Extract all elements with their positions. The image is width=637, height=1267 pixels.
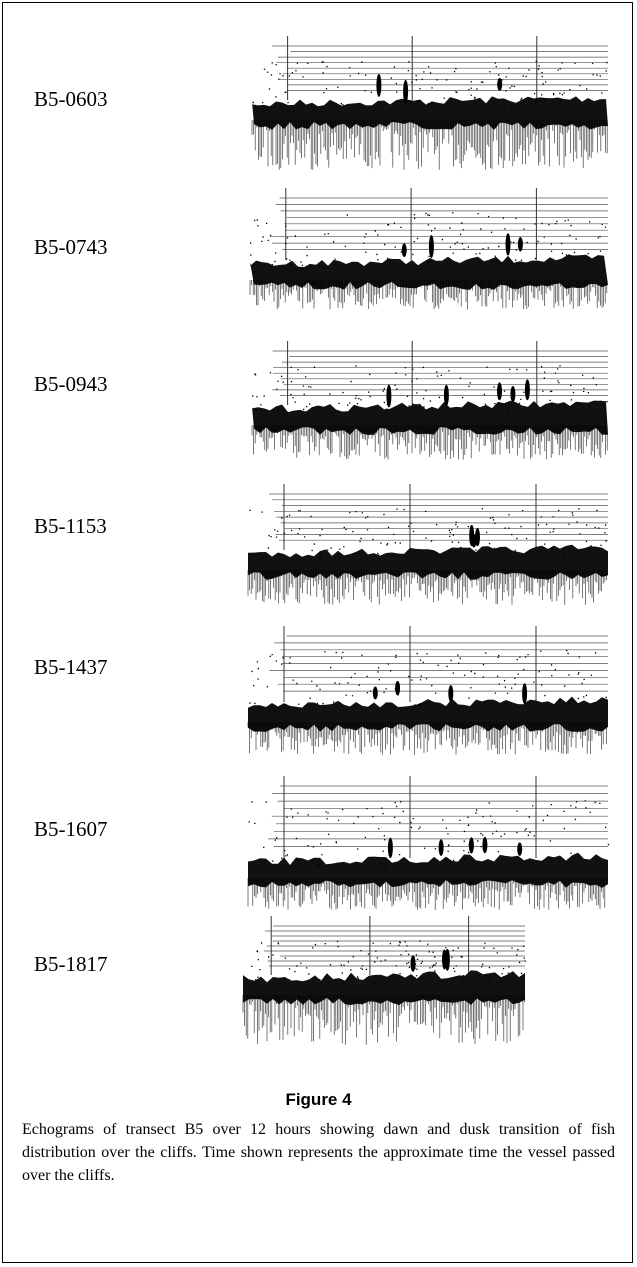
echo-streaks bbox=[247, 878, 607, 910]
echo-streaks bbox=[251, 425, 608, 460]
panel-label: B5-1437 bbox=[34, 655, 108, 679]
fish-school bbox=[468, 837, 474, 854]
fish-school bbox=[428, 234, 434, 259]
panel-label: B5-1817 bbox=[34, 952, 108, 976]
panel-label: B5-0743 bbox=[34, 235, 108, 259]
echo-streaks bbox=[247, 570, 607, 605]
figure-title: Figure 4 bbox=[285, 1090, 352, 1109]
panel-label: B5-1153 bbox=[34, 514, 107, 538]
range-lines bbox=[269, 635, 608, 692]
time-markers bbox=[287, 36, 538, 100]
time-markers bbox=[270, 916, 470, 975]
fish-school bbox=[401, 243, 407, 257]
range-lines bbox=[268, 785, 608, 847]
fish-school bbox=[448, 685, 454, 702]
seabed-band bbox=[248, 544, 608, 580]
time-markers bbox=[283, 484, 537, 550]
fish-school bbox=[522, 683, 528, 704]
echo-streaks bbox=[247, 722, 607, 755]
echo-streaks bbox=[249, 280, 608, 310]
panel-label: B5-0603 bbox=[34, 87, 108, 111]
fish-school bbox=[482, 836, 488, 854]
fish-school bbox=[443, 384, 449, 406]
fish-school bbox=[372, 686, 378, 700]
fish-school bbox=[505, 233, 511, 256]
time-markers bbox=[283, 626, 537, 702]
range-lines bbox=[263, 925, 525, 967]
panel-label: B5-0943 bbox=[34, 372, 108, 396]
fish-school bbox=[497, 382, 502, 401]
seabed-band bbox=[248, 696, 608, 732]
fish-school bbox=[410, 955, 416, 972]
fish-school bbox=[386, 384, 392, 408]
fish-school bbox=[444, 948, 450, 971]
fish-school bbox=[403, 79, 409, 104]
range-lines bbox=[272, 45, 608, 91]
fish-school bbox=[517, 842, 523, 856]
time-markers bbox=[287, 341, 538, 405]
fish-school bbox=[517, 237, 523, 252]
fish-school bbox=[438, 839, 444, 856]
fish-school bbox=[469, 524, 475, 547]
fish-school bbox=[524, 379, 530, 401]
fish-school bbox=[395, 681, 401, 696]
fish-school bbox=[497, 77, 503, 91]
fish-school bbox=[475, 527, 480, 547]
echo-streaks bbox=[251, 120, 608, 170]
time-markers bbox=[285, 188, 537, 260]
range-lines bbox=[272, 350, 608, 396]
seabed-band bbox=[248, 852, 608, 888]
time-markers bbox=[283, 776, 537, 858]
figure-caption: Echograms of transect B5 over 12 hours s… bbox=[22, 1121, 615, 1184]
panel-label: B5-1607 bbox=[34, 817, 108, 841]
range-lines bbox=[270, 197, 608, 250]
fish-school bbox=[376, 73, 382, 97]
echograms bbox=[242, 36, 610, 1045]
echo-streaks bbox=[242, 995, 525, 1045]
fish-school bbox=[510, 386, 516, 403]
fish-school bbox=[387, 837, 393, 859]
range-lines bbox=[269, 493, 608, 541]
